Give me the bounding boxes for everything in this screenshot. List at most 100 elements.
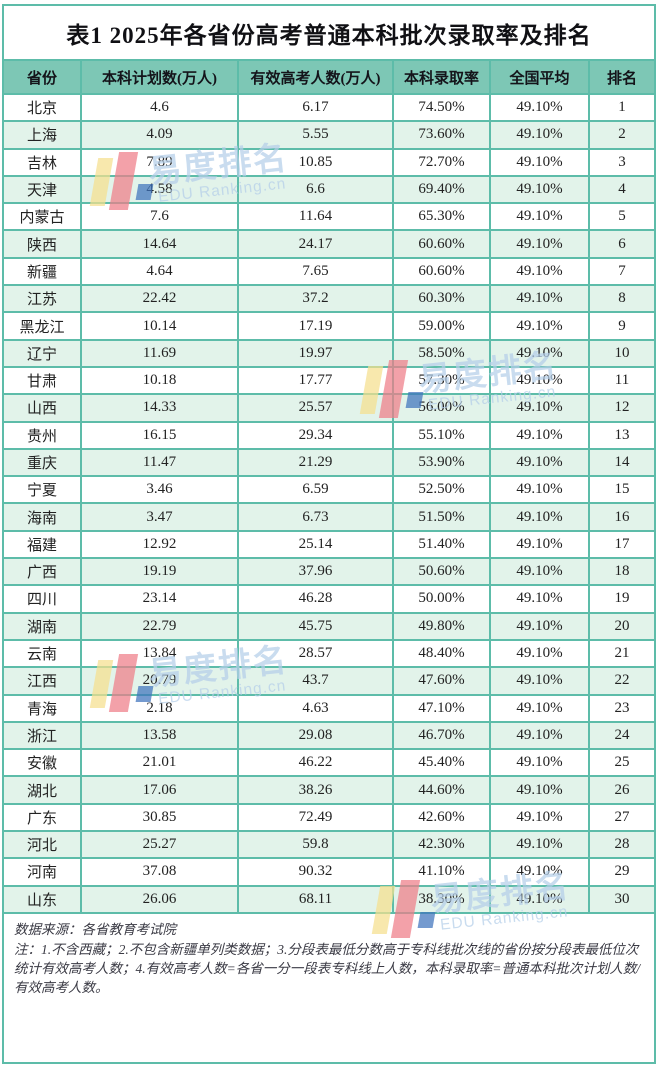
table-cell: 6 [588, 229, 654, 259]
table-cell: 46.70% [392, 720, 491, 751]
table-cell: 10.14 [80, 311, 239, 341]
table-row: 海南 3.47 6.73 51.50% 49.10% 16 [4, 502, 654, 532]
table-cell: 49.10% [489, 611, 590, 641]
table-cell: 4.58 [80, 174, 239, 205]
table-cell: 福建 [4, 529, 82, 560]
table-cell: 49.10% [489, 557, 590, 587]
table-row: 重庆 11.47 21.29 53.90% 49.10% 14 [4, 447, 654, 478]
table-cell: 2.18 [80, 693, 239, 723]
note-text: 注：1.不含西藏；2.不包含新疆单列类数据；3.分段表最低分数高于专科线批次线的… [14, 942, 641, 996]
table-cell: 3 [588, 147, 654, 177]
table-cell: 57.30% [392, 365, 491, 396]
table-cell: 37.08 [80, 857, 239, 887]
table-cell: 73.60% [392, 120, 491, 150]
table-cell: 17.77 [237, 365, 394, 396]
table-cell: 58.50% [392, 338, 491, 368]
table-cell: 46.28 [237, 584, 394, 614]
table-cell: 河南 [4, 857, 82, 887]
table-cell: 72.49 [237, 802, 394, 833]
table-cell: 44.60% [392, 775, 491, 805]
table-cell: 29.08 [237, 720, 394, 751]
table-cell: 19.97 [237, 338, 394, 368]
table-cell: 49.10% [489, 120, 590, 150]
table-cell: 47.60% [392, 666, 491, 696]
table-cell: 9 [588, 311, 654, 341]
table-row: 河南 37.08 90.32 41.10% 49.10% 29 [4, 857, 654, 887]
table-cell: 3.47 [80, 502, 239, 532]
table-cell: 43.7 [237, 666, 394, 696]
table-cell: 49.10% [489, 830, 590, 860]
table-row: 云南 13.84 28.57 48.40% 49.10% 21 [4, 638, 654, 669]
table-cell: 12.92 [80, 529, 239, 560]
table-row: 陕西 14.64 24.17 60.60% 49.10% 6 [4, 229, 654, 259]
table-row: 辽宁 11.69 19.97 58.50% 49.10% 10 [4, 338, 654, 368]
table-cell: 23.14 [80, 584, 239, 614]
table-cell: 90.32 [237, 857, 394, 887]
table-row: 黑龙江 10.14 17.19 59.00% 49.10% 9 [4, 311, 654, 341]
table-cell: 49.10% [489, 693, 590, 723]
table-cell: 49.10% [489, 284, 590, 314]
table-cell: 28.57 [237, 638, 394, 669]
table-cell: 17.19 [237, 311, 394, 341]
table-cell: 19 [588, 584, 654, 614]
table-cell: 6.59 [237, 475, 394, 505]
table-cell: 12 [588, 393, 654, 423]
table-cell: 16 [588, 502, 654, 532]
table-cell: 3.46 [80, 475, 239, 505]
table-cell: 22.42 [80, 284, 239, 314]
table-cell: 四川 [4, 584, 82, 614]
table-cell: 贵州 [4, 420, 82, 450]
table-cell: 甘肃 [4, 365, 82, 396]
table-cell: 49.10% [489, 147, 590, 177]
table-cell: 60.30% [392, 284, 491, 314]
table-cell: 38.30% [392, 884, 491, 914]
table-cell: 59.8 [237, 830, 394, 860]
table-cell: 7.65 [237, 256, 394, 287]
table-cell: 21.29 [237, 447, 394, 478]
table-row: 山西 14.33 25.57 56.00% 49.10% 12 [4, 393, 654, 423]
column-header-examinee-count: 有效高考人数(万人) [237, 61, 394, 95]
table-cell: 49.10% [489, 174, 590, 205]
table-cell: 49.10% [489, 92, 590, 123]
table-cell: 49.10% [489, 393, 590, 423]
table-row: 湖北 17.06 38.26 44.60% 49.10% 26 [4, 775, 654, 805]
table-cell: 7 [588, 256, 654, 287]
table-cell: 49.10% [489, 884, 590, 914]
table-cell: 20.79 [80, 666, 239, 696]
table-cell: 广西 [4, 557, 82, 587]
table-header: 省份 本科计划数(万人) 有效高考人数(万人) 本科录取率 全国平均 排名 [4, 61, 654, 95]
table-cell: 4 [588, 174, 654, 205]
table-cell: 55.10% [392, 420, 491, 450]
table-cell: 8 [588, 284, 654, 314]
table-cell: 10.85 [237, 147, 394, 177]
table-row: 广西 19.19 37.96 50.60% 49.10% 18 [4, 557, 654, 587]
table-frame: 表1 2025年各省份高考普通本科批次录取率及排名 省份 本科计划数(万人) 有… [2, 4, 656, 1064]
table-cell: 辽宁 [4, 338, 82, 368]
table-cell: 19.19 [80, 557, 239, 587]
table-cell: 60.60% [392, 229, 491, 259]
table-cell: 25.27 [80, 830, 239, 860]
table-cell: 江西 [4, 666, 82, 696]
table-cell: 18 [588, 557, 654, 587]
table-cell: 重庆 [4, 447, 82, 478]
table-row: 宁夏 3.46 6.59 52.50% 49.10% 15 [4, 475, 654, 505]
table-cell: 49.10% [489, 202, 590, 232]
table-cell: 29.34 [237, 420, 394, 450]
table-cell: 69.40% [392, 174, 491, 205]
column-header-rank: 排名 [588, 61, 654, 95]
table-cell: 6.17 [237, 92, 394, 123]
table-cell: 68.11 [237, 884, 394, 914]
table-cell: 74.50% [392, 92, 491, 123]
table-cell: 4.6 [80, 92, 239, 123]
table-row: 湖南 22.79 45.75 49.80% 49.10% 20 [4, 611, 654, 641]
table-cell: 49.10% [489, 447, 590, 478]
table-row: 四川 23.14 46.28 50.00% 49.10% 19 [4, 584, 654, 614]
table-cell: 22 [588, 666, 654, 696]
table-cell: 24.17 [237, 229, 394, 259]
table-cell: 37.96 [237, 557, 394, 587]
title-row: 表1 2025年各省份高考普通本科批次录取率及排名 [4, 6, 654, 61]
table-row: 吉林 7.89 10.85 72.70% 49.10% 3 [4, 147, 654, 177]
table-cell: 新疆 [4, 256, 82, 287]
data-source-text: 数据来源：各省教育考试院 [14, 921, 176, 937]
table-row: 山东 26.06 68.11 38.30% 49.10% 30 [4, 884, 654, 914]
